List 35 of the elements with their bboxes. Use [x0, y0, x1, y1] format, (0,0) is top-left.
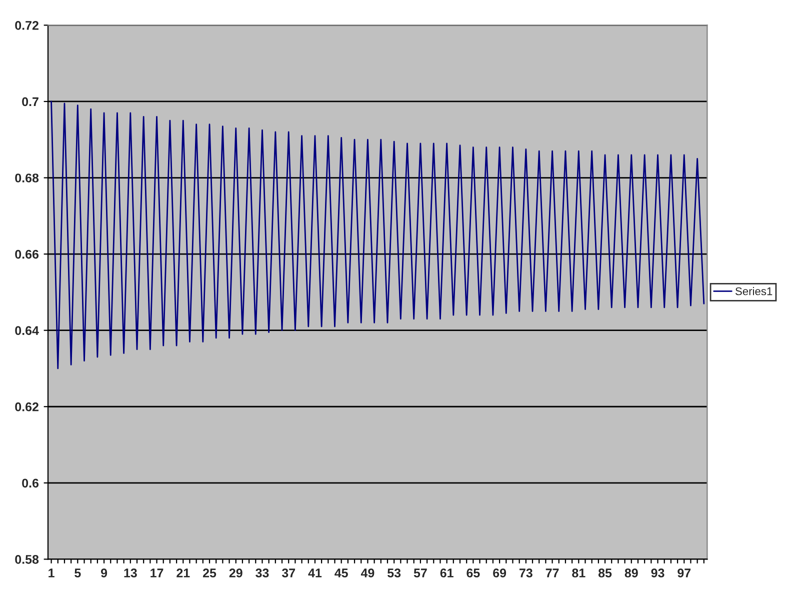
x-tick-label: 13: [124, 568, 137, 578]
x-tick-label: 77: [546, 568, 559, 578]
x-tick-label: 25: [202, 568, 216, 578]
x-tick-label: 41: [308, 568, 322, 578]
y-tick-label: 0.7: [22, 97, 38, 106]
x-tick-label: 53: [388, 568, 401, 578]
y-tick-label: 0.58: [15, 555, 39, 564]
x-tick-label: 89: [624, 568, 638, 578]
x-tick-label: 1: [48, 568, 54, 578]
x-tick-label: 81: [572, 568, 586, 578]
x-tick-label: 69: [493, 568, 506, 578]
x-tick-label: 33: [256, 568, 269, 578]
x-tick-label: 61: [440, 568, 454, 578]
y-tick-label: 0.72: [15, 21, 38, 30]
x-tick-label: 93: [651, 568, 664, 578]
x-tick-label: 73: [520, 568, 532, 578]
x-tick-label: 17: [150, 568, 164, 578]
x-tick-label: 85: [598, 568, 612, 578]
x-tick-label: 5: [74, 568, 81, 578]
x-tick-label: 21: [176, 568, 190, 578]
x-tick-label: 37: [282, 568, 296, 578]
y-tick-label: 0.64: [15, 326, 39, 335]
x-tick-label: 97: [678, 568, 691, 578]
y-tick-label: 0.6: [22, 478, 39, 488]
x-tick-label: 9: [100, 568, 108, 578]
line-series: [50, 100, 705, 370]
legend-label: Series1: [735, 287, 772, 296]
x-tick-label: 45: [334, 568, 348, 578]
x-tick-label: 49: [360, 568, 374, 578]
y-tick-label: 0.62: [15, 402, 38, 412]
y-tick-label: 0.68: [15, 174, 39, 182]
x-tick-label: 29: [229, 568, 242, 578]
x-tick-label: 65: [466, 568, 480, 578]
y-tick-label: 0.66: [15, 250, 39, 259]
x-tick-label: 57: [414, 568, 427, 578]
